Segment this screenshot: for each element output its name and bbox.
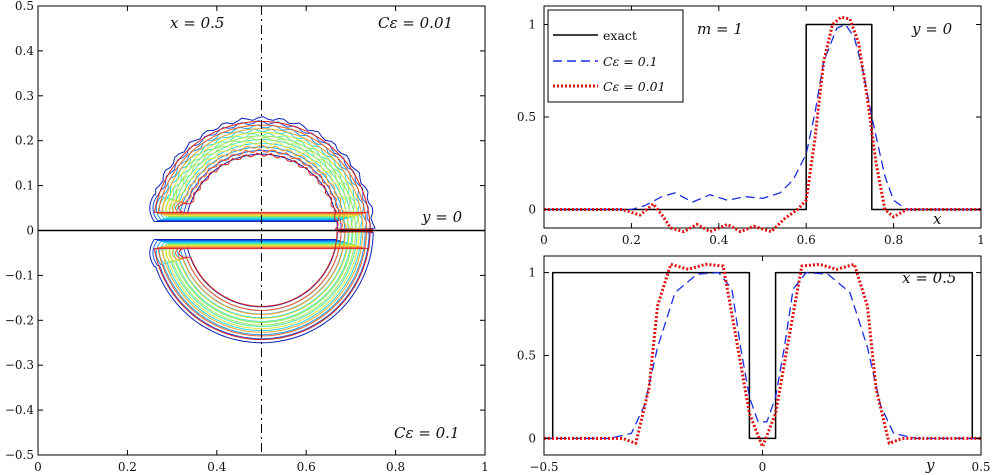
contour-ytick-label: 0.2 [15,134,34,148]
annotation-ceps-01: Cε = 0.1 [394,424,460,442]
contour-bottom-level-3 [158,230,362,332]
xtick-label: 0.5 [971,460,990,474]
contour-xtick-label: 1 [481,460,489,474]
contour-ytick-label: 0 [26,224,34,238]
xlabel-y: y [925,456,935,474]
xtick-label: 0.4 [709,233,728,247]
xlabel-x: x [933,210,942,228]
profile-panel-x05: −0.5 0 0.5 0 0.5 1 x = 0.5 y [517,255,991,474]
contour-bottom-level-7 [160,230,367,333]
ytick-label: 1 [528,266,536,280]
contour-bottom-level-9 [153,230,374,340]
profile-lines-top [544,15,981,234]
profile-panel-y0: 0 0.2 0.4 0.6 0.8 1 0 0.5 1 m = 1 y = 0 x exact … [517,5,985,247]
contour-lines [149,116,376,344]
profile-lines-bottom [544,262,981,449]
series-line-exact [544,23,981,211]
xtick-label: 1 [977,233,985,247]
contour-ytick-label: −0.3 [5,358,34,372]
series-line-exact [544,271,981,440]
ytick-label: 0 [528,203,536,217]
contour-top-level-9 [153,121,374,231]
contour-top-level-7 [160,128,367,231]
xtick-label: −0.5 [529,460,558,474]
annotation-x05-right: x = 0.5 [902,269,956,287]
series-line-c01 [544,23,981,211]
ytick-label: 0.5 [517,110,536,124]
contour-bottom-level-8 [157,230,370,337]
contour-ytick-label: −0.1 [5,268,34,282]
contour-bottom-level-6 [164,230,363,330]
contour-xtick-label: 0 [34,460,42,474]
annotation-m1: m = 1 [697,20,743,38]
contour-bottom-level-5 [165,230,360,326]
contour-top-level-8 [157,124,370,231]
series-line-c001 [544,262,981,449]
contour-ytick-label: 0.4 [15,44,34,58]
contour-panel: 0 0.2 0.4 0.6 0.8 1 0.5 0.4 0.3 0.2 0.1 0 −0.1 −0.2 −0… [5,0,489,474]
contour-xtick-label: 0.6 [297,460,316,474]
legend-label-c001: Cε = 0.01 [603,79,666,94]
contour-ytick-label: −0.2 [5,313,34,327]
annotation-y0: y = 0 [421,208,463,226]
annotation-x05: x = 0.5 [170,14,224,32]
contour-bottom-level-4 [162,230,358,328]
contour-xtick-label: 0.8 [386,460,405,474]
contour-ytick-label: −0.4 [5,403,35,417]
contour-ytick-label: −0.5 [5,448,34,462]
xtick-label: 0.8 [884,233,903,247]
profile-frame-bottom [543,255,982,456]
xtick-label: 0 [759,460,767,474]
xtick-label: 0.6 [797,233,816,247]
contour-ytick-label: 0.3 [15,89,34,103]
legend: exact Cε = 0.1 Cε = 0.01 [547,9,684,103]
legend-label-c01: Cε = 0.1 [603,54,658,69]
xtick-label: 0.2 [622,233,641,247]
contour-ytick-label: 0.5 [15,0,34,13]
annotation-y0-right: y = 0 [911,20,953,38]
contour-ytick-label: 0.1 [15,179,34,193]
series-line-c001 [544,15,981,234]
ytick-label: 0.5 [517,349,536,363]
ytick-label: 0 [528,431,536,445]
contour-xtick-label: 0.2 [118,460,137,474]
contour-ticks: 0 0.2 0.4 0.6 0.8 1 0.5 0.4 0.3 0.2 0.1 0 −0.1 −0.2 −0… [5,0,489,474]
contour-xtick-label: 0.4 [207,460,226,474]
series-line-c01 [544,271,981,440]
xtick-label: 0 [540,233,548,247]
contour-top-level-5 [165,135,360,231]
contour-top-level-6 [164,131,363,231]
profile-ticks-top: 0 0.2 0.4 0.6 0.8 1 0 0.5 1 [517,6,985,247]
ytick-label: 1 [528,18,536,32]
annotation-ceps-001: Cε = 0.01 [378,14,453,32]
legend-label-exact: exact [603,28,637,43]
profile-ticks-bottom: −0.5 0 0.5 0 0.5 1 [517,256,991,474]
